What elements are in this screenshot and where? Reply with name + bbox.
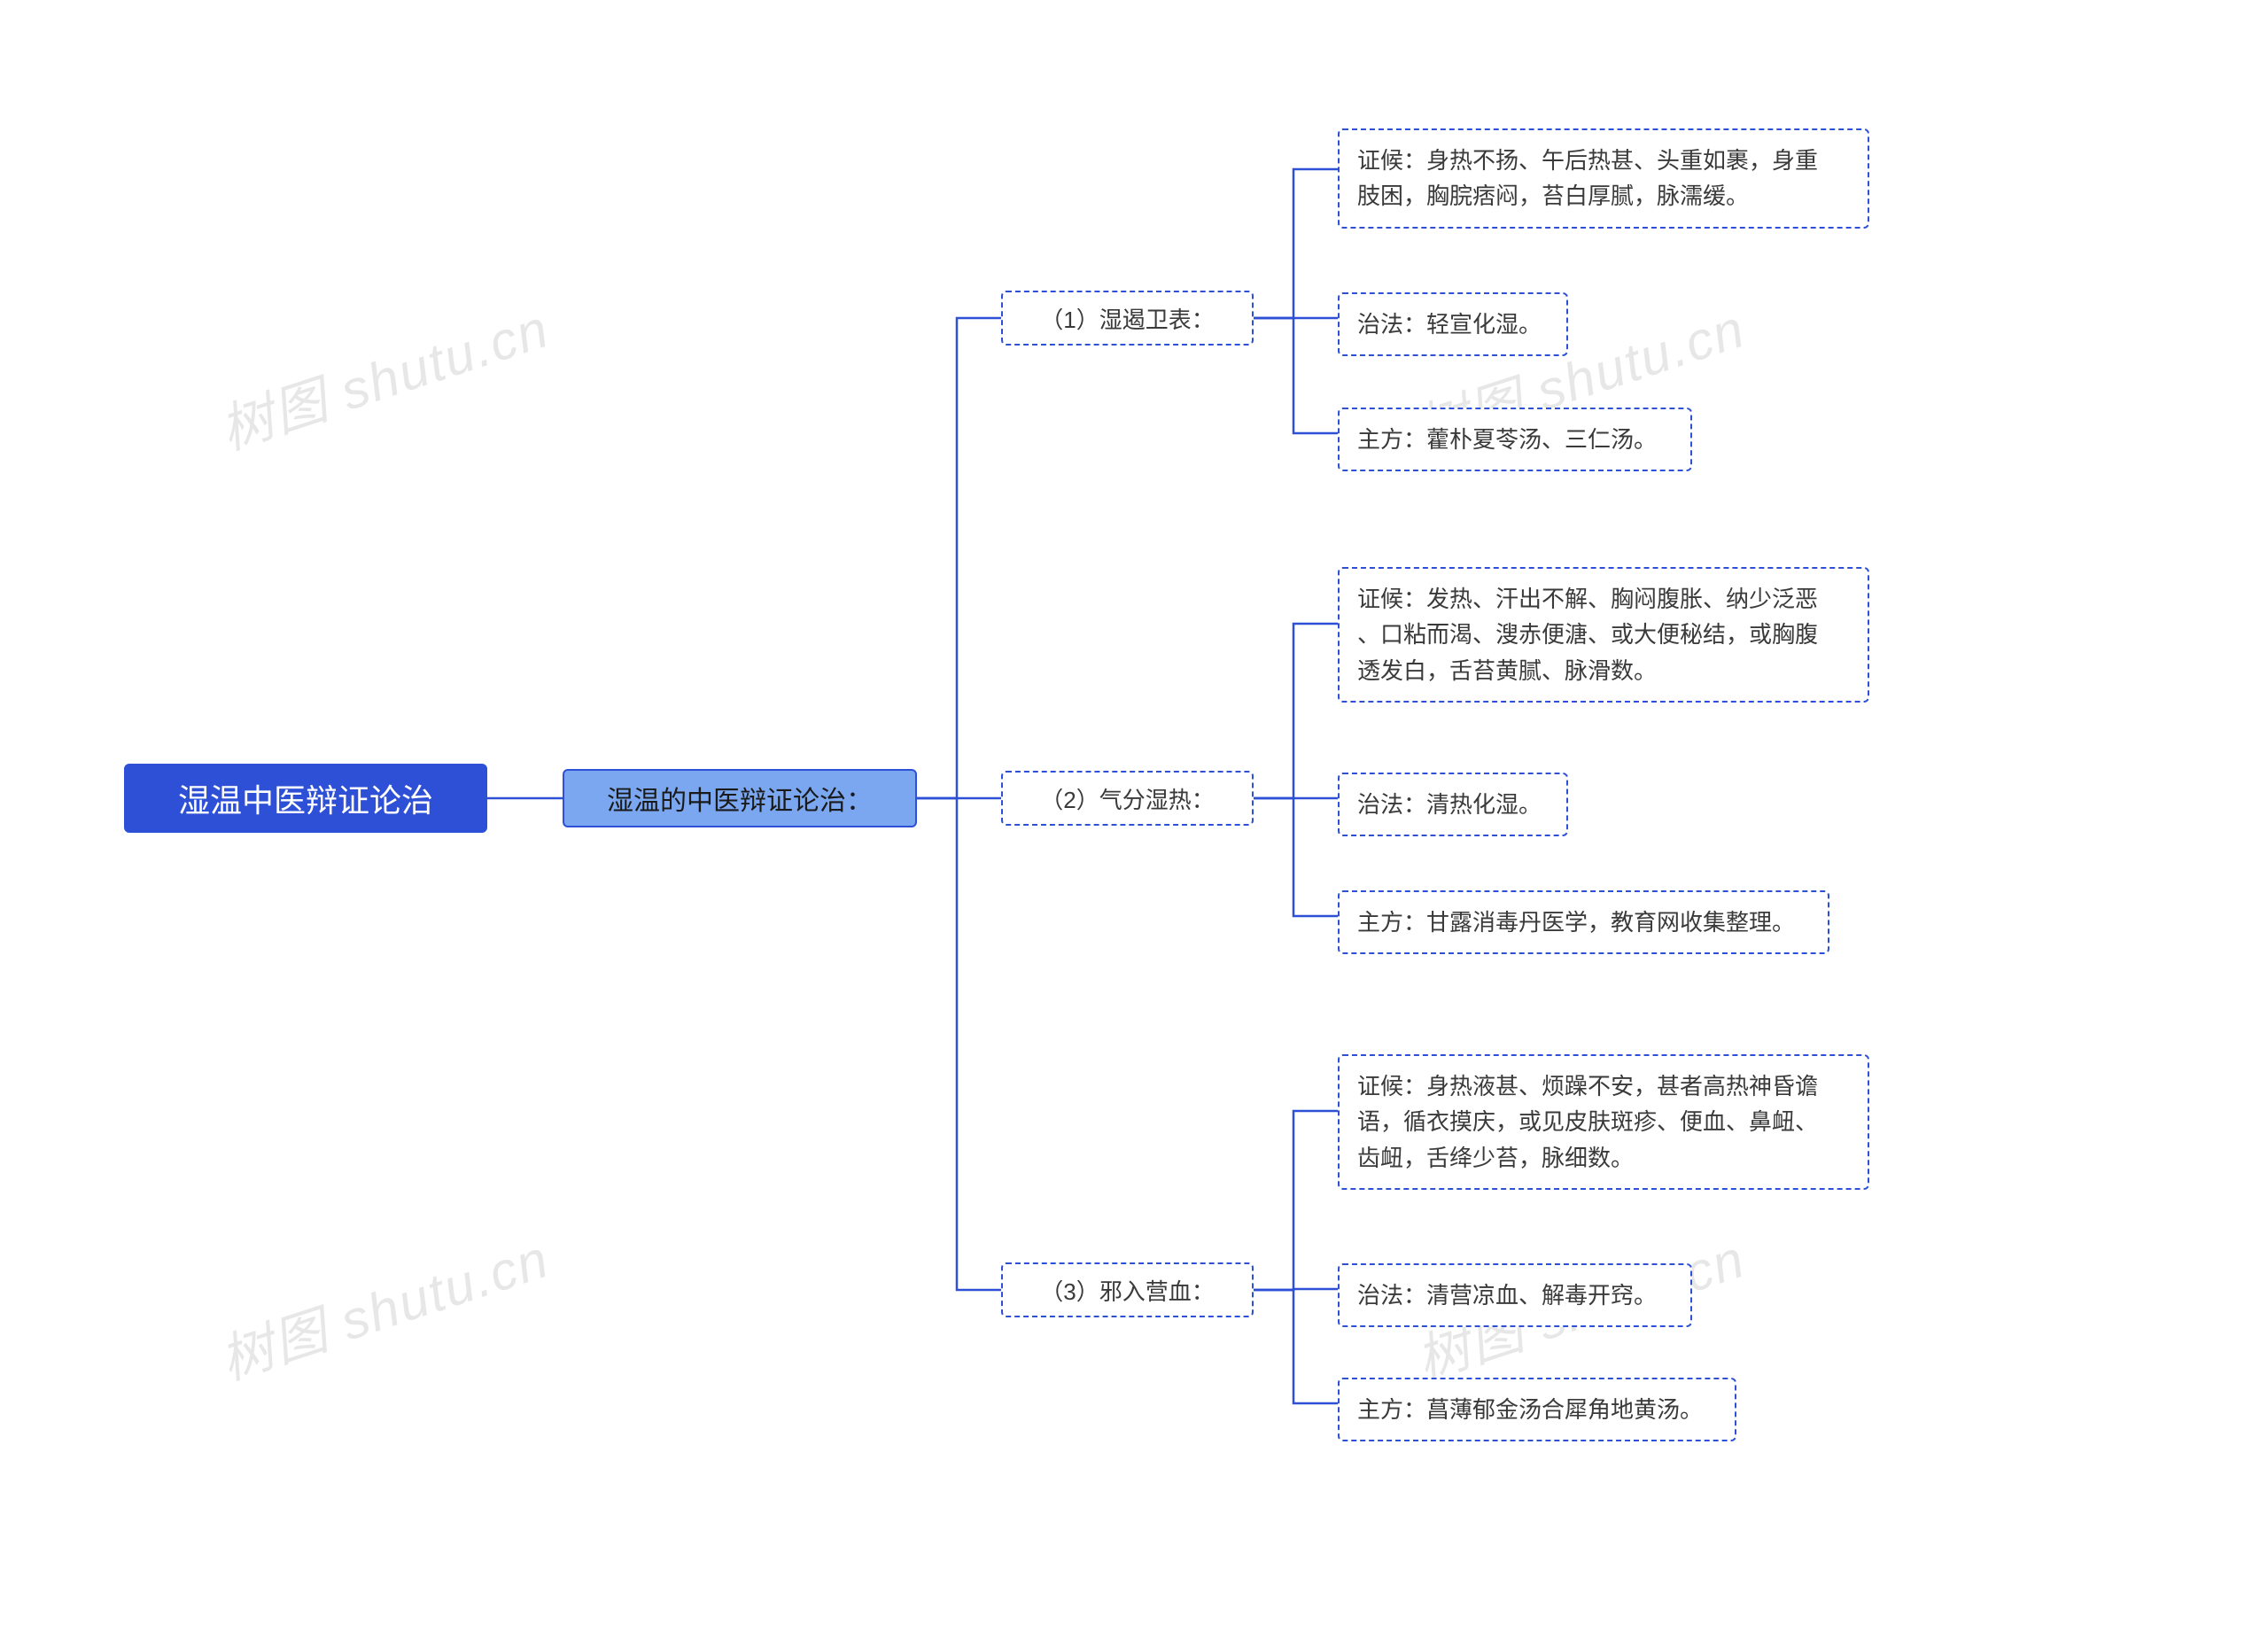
leaf-node: 治法：清热化湿。 (1338, 773, 1568, 836)
watermark: 树图 shutu.cn (209, 1216, 558, 1395)
leaf-node: 主方：菖薄郁金汤合犀角地黄汤。 (1338, 1378, 1736, 1441)
branch-node: （2）气分湿热： (1001, 771, 1254, 826)
level1-node: 湿温的中医辩证论治： (563, 769, 917, 827)
leaf-node: 证候：发热、汗出不解、胸闷腹胀、纳少泛恶 、口粘而渴、溲赤便溏、或大便秘结，或胸… (1338, 567, 1869, 703)
branch-node: （3）邪入营血： (1001, 1262, 1254, 1317)
leaf-node: 证候：身热液甚、烦躁不安，甚者高热神昏谵 语，循衣摸庆，或见皮肤斑疹、便血、鼻衄… (1338, 1054, 1869, 1190)
leaf-node: 治法：清营凉血、解毒开窍。 (1338, 1263, 1692, 1327)
leaf-node: 治法：轻宣化湿。 (1338, 292, 1568, 356)
branch-node: （1）湿遏卫表： (1001, 291, 1254, 346)
root-node: 湿温中医辩证论治 (124, 764, 487, 833)
leaf-node: 主方：藿朴夏苓汤、三仁汤。 (1338, 408, 1692, 471)
leaf-node: 证候：身热不扬、午后热甚、头重如裹，身重 肢困，胸脘痞闷，苔白厚腻，脉濡缓。 (1338, 128, 1869, 229)
leaf-node: 主方：甘露消毒丹医学，教育网收集整理。 (1338, 890, 1829, 954)
watermark: 树图 shutu.cn (209, 286, 558, 465)
mindmap-canvas: 树图 shutu.cn 树图 shutu.cn 树图 shutu.cn 树图 s… (0, 0, 2268, 1631)
